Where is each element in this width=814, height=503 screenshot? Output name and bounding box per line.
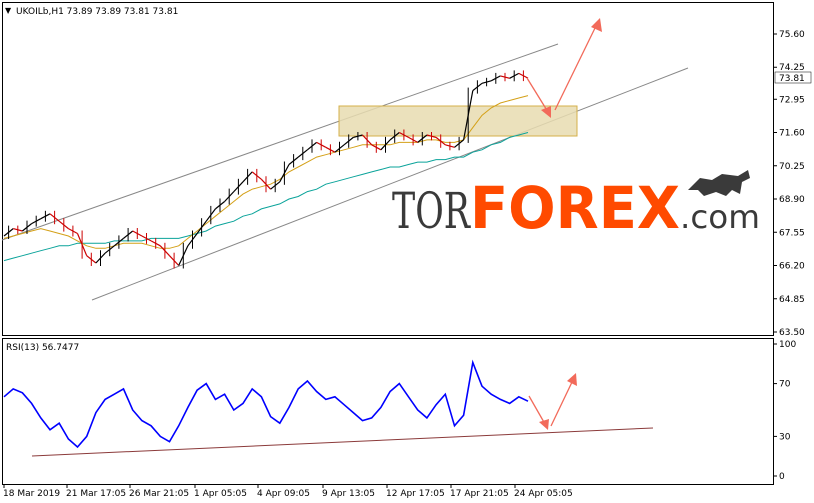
price-series [3,70,529,269]
rsi-tick-label: 70 [779,380,791,390]
rsi-arrow-down [528,395,546,425]
forecast-arrow-up-head [591,18,602,32]
rsi-arrow-up [550,379,574,427]
price-tick-label: 68.90 [779,195,805,205]
rsi-arrow-up-head [567,373,577,386]
time-tick-label: 26 Mar 21:05 [129,489,189,499]
time-tick-label: 24 Apr 05:05 [514,489,573,499]
rsi-tick-label: 30 [779,432,791,442]
forecast-arrow-up [554,25,597,111]
bull-logo-icon [688,170,750,196]
forecast-arrow-down [526,77,549,113]
rsi-tick-label: 0 [779,472,785,482]
price-tick-label: 70.25 [779,162,805,172]
time-tick-label: 18 Mar 2019 [3,489,60,499]
price-tick-label: 67.55 [779,228,805,238]
time-tick-label: 17 Apr 21:05 [450,489,509,499]
channel-lower-line [91,67,689,301]
header-triangle-icon[interactable]: ▼ [5,6,12,15]
watermark-tor: TOR [392,182,471,240]
time-tick-label: 1 Apr 05:05 [194,489,247,499]
rsi-forecast-arrows [528,373,577,430]
forecast-arrow-down-head [541,106,551,118]
rsi-series [3,359,529,449]
channel-upper-line [1,43,559,241]
current-price-tag-bg [774,71,812,84]
price-forecast-arrows [526,18,602,118]
watermark-forex: FOREX [470,174,680,242]
ma-slow-path [3,132,529,262]
price-pane-frame [2,2,774,336]
ma-slow-line [3,132,529,262]
resistance-zone [338,105,578,137]
rsi-axis: 100 70 30 0 [773,340,796,482]
rsi-path [3,359,529,449]
time-tick-label: 12 Apr 17:05 [386,489,445,499]
time-tick-label: 21 Mar 17:05 [66,489,126,499]
time-tick-label: 9 Apr 13:05 [322,489,375,499]
time-axis: 18 Mar 2019 21 Mar 17:05 26 Mar 21:05 1 Apr… [3,484,573,499]
rsi-arrow-down-head [539,419,549,430]
current-price-tag: 73.81 [779,74,805,84]
rsi-header: RSI(13) 56.7477 [6,343,79,353]
rsi-pane-frame [2,338,774,485]
price-tick-label: 71.60 [779,129,805,139]
symbol-header: UKOILb,H1 73.89 73.89 73.81 73.81 [16,7,178,17]
watermark-com: .com [680,198,760,236]
rsi-tick-label: 100 [779,340,796,350]
price-tick-label: 74.25 [779,63,805,73]
price-axis: 75.60 74.25 72.95 71.60 70.25 68.90 67.55 66.20… [773,30,805,338]
price-tick-label: 72.95 [779,95,805,105]
trend-channel [1,43,689,301]
time-tick-label: 4 Apr 09:05 [257,489,310,499]
rsi-trend-line [31,427,654,457]
watermark: TOR FOREX .com [392,170,760,242]
price-tick-label: 63.50 [779,328,805,338]
price-tick-label: 64.85 [779,295,805,305]
price-tick-label: 66.20 [779,262,805,272]
price-tick-label: 75.60 [779,30,805,40]
